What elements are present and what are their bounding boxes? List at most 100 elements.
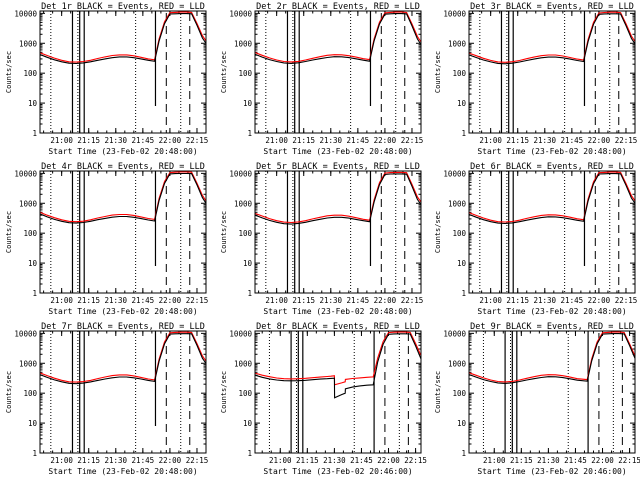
y-tick-label: 1 bbox=[461, 129, 466, 138]
plot-frame bbox=[468, 10, 636, 134]
chart-panel-8: Det 8r BLACK = Events, RED = LLD Counts/s… bbox=[220, 322, 427, 476]
x-tick-label: 21:00 bbox=[265, 136, 288, 145]
plot-frame bbox=[468, 170, 636, 294]
x-tick-label: 21:00 bbox=[479, 136, 502, 145]
series-lld-line bbox=[255, 11, 421, 63]
y-tick-label: 1 bbox=[247, 289, 252, 298]
x-tick-label: 22:00 bbox=[159, 136, 182, 145]
y-tick-label: 10000 bbox=[14, 9, 37, 18]
y-axis-label: Counts/sec bbox=[434, 51, 442, 93]
x-tick-label: 22:00 bbox=[159, 456, 182, 465]
x-tick-label: 21:30 bbox=[533, 136, 556, 145]
y-tick-label: 10000 bbox=[229, 169, 252, 178]
x-tick-label: 21:45 bbox=[350, 456, 373, 465]
x-tick-label: 21:45 bbox=[564, 456, 587, 465]
y-tick-label: 1000 bbox=[19, 359, 38, 368]
x-tick-label: 21:30 bbox=[104, 296, 127, 305]
y-tick-label: 1000 bbox=[448, 39, 467, 48]
plot-frame bbox=[254, 170, 422, 294]
y-tick-label: 1 bbox=[461, 449, 466, 458]
y-tick-label: 1 bbox=[247, 449, 252, 458]
y-tick-label: 100 bbox=[23, 389, 37, 398]
y-tick-label: 10000 bbox=[443, 329, 466, 338]
x-tick-label: 21:30 bbox=[104, 456, 127, 465]
y-tick-label: 10 bbox=[243, 419, 253, 428]
x-tick-label: 21:15 bbox=[77, 136, 100, 145]
x-tick-label: 22:15 bbox=[618, 456, 640, 465]
y-tick-label: 10000 bbox=[14, 169, 37, 178]
x-tick-label: 21:30 bbox=[104, 136, 127, 145]
x-tick-label: 21:00 bbox=[269, 456, 292, 465]
x-tick-label: 21:15 bbox=[296, 456, 319, 465]
y-tick-label: 10 bbox=[243, 99, 253, 108]
y-tick-label: 1000 bbox=[19, 199, 38, 208]
y-tick-label: 100 bbox=[452, 229, 466, 238]
x-tick-label: 21:30 bbox=[533, 296, 556, 305]
y-tick-label: 10 bbox=[28, 259, 38, 268]
x-tick-label: 21:45 bbox=[347, 136, 370, 145]
plot-frame bbox=[39, 10, 207, 134]
x-tick-label: 22:15 bbox=[186, 456, 209, 465]
x-tick-label: 21:30 bbox=[319, 296, 342, 305]
y-axis-label: Counts/sec bbox=[220, 51, 228, 93]
x-tick-label: 22:00 bbox=[588, 296, 611, 305]
x-tick-label: 22:15 bbox=[186, 136, 209, 145]
y-tick-label: 1 bbox=[32, 129, 37, 138]
x-axis-label: Start Time (23-Feb-02 20:48:00) bbox=[48, 467, 197, 476]
x-tick-label: 21:15 bbox=[292, 296, 315, 305]
series-events-line bbox=[255, 173, 421, 225]
x-tick-label: 22:15 bbox=[401, 296, 424, 305]
x-tick-label: 21:00 bbox=[50, 296, 73, 305]
y-tick-label: 1000 bbox=[234, 359, 253, 368]
chart-panel-3: Det 3r BLACK = Events, RED = LLD Counts/s… bbox=[434, 2, 637, 156]
x-axis-label: Start Time (23-Feb-02 20:46:00) bbox=[263, 467, 412, 476]
chart-title: Det 7r BLACK = Events, RED = LLD bbox=[41, 322, 205, 332]
y-axis-label: Counts/sec bbox=[220, 211, 228, 253]
plot-frame bbox=[39, 330, 207, 454]
x-tick-label: 21:00 bbox=[50, 136, 73, 145]
x-tick-label: 21:00 bbox=[265, 296, 288, 305]
chart-title: Det 8r BLACK = Events, RED = LLD bbox=[256, 322, 420, 332]
y-tick-label: 100 bbox=[23, 229, 37, 238]
y-tick-label: 1 bbox=[32, 289, 37, 298]
x-tick-label: 21:30 bbox=[323, 456, 346, 465]
series-lld-line bbox=[469, 11, 635, 63]
x-tick-label: 21:45 bbox=[561, 136, 584, 145]
x-axis-label: Start Time (23-Feb-02 20:48:00) bbox=[48, 147, 197, 156]
x-tick-label: 22:00 bbox=[159, 296, 182, 305]
chart-title: Det 2r BLACK = Events, RED = LLD bbox=[256, 2, 420, 12]
chart-title: Det 1r BLACK = Events, RED = LLD bbox=[41, 2, 205, 12]
y-tick-label: 10 bbox=[457, 99, 467, 108]
series-events-line bbox=[40, 172, 206, 224]
x-tick-label: 21:45 bbox=[561, 296, 584, 305]
series-lld-line bbox=[40, 171, 206, 223]
y-tick-label: 10 bbox=[28, 99, 38, 108]
x-tick-label: 22:15 bbox=[615, 296, 638, 305]
plot-frame bbox=[254, 10, 422, 134]
series-lld-line bbox=[40, 331, 206, 383]
x-tick-label: 21:00 bbox=[50, 456, 73, 465]
series-events-line bbox=[469, 13, 635, 65]
plot-frame bbox=[39, 170, 207, 294]
chart-title: Det 6r BLACK = Events, RED = LLD bbox=[470, 162, 634, 172]
x-axis-label: Start Time (23-Feb-02 20:48:00) bbox=[263, 307, 412, 316]
y-tick-label: 10000 bbox=[443, 9, 466, 18]
chart-title: Det 9r BLACK = Events, RED = LLD bbox=[470, 322, 634, 332]
x-tick-label: 22:15 bbox=[615, 136, 638, 145]
y-tick-label: 100 bbox=[452, 69, 466, 78]
x-tick-label: 22:00 bbox=[591, 456, 614, 465]
y-tick-label: 1000 bbox=[234, 39, 253, 48]
y-tick-label: 1000 bbox=[234, 199, 253, 208]
chart-panel-9: Det 9r BLACK = Events, RED = LLD Counts/s… bbox=[434, 322, 640, 476]
x-tick-label: 21:00 bbox=[479, 296, 502, 305]
y-tick-label: 10 bbox=[28, 419, 38, 428]
chart-panel-4: Det 4r BLACK = Events, RED = LLD Counts/s… bbox=[5, 162, 208, 316]
series-events-line bbox=[255, 13, 421, 64]
chart-panel-7: Det 7r BLACK = Events, RED = LLD Counts/s… bbox=[5, 322, 208, 476]
y-tick-label: 10 bbox=[243, 259, 253, 268]
y-axis-label: Counts/sec bbox=[220, 371, 228, 413]
x-tick-label: 22:00 bbox=[588, 136, 611, 145]
x-axis-label: Start Time (23-Feb-02 20:48:00) bbox=[477, 147, 626, 156]
x-tick-label: 22:15 bbox=[186, 296, 209, 305]
